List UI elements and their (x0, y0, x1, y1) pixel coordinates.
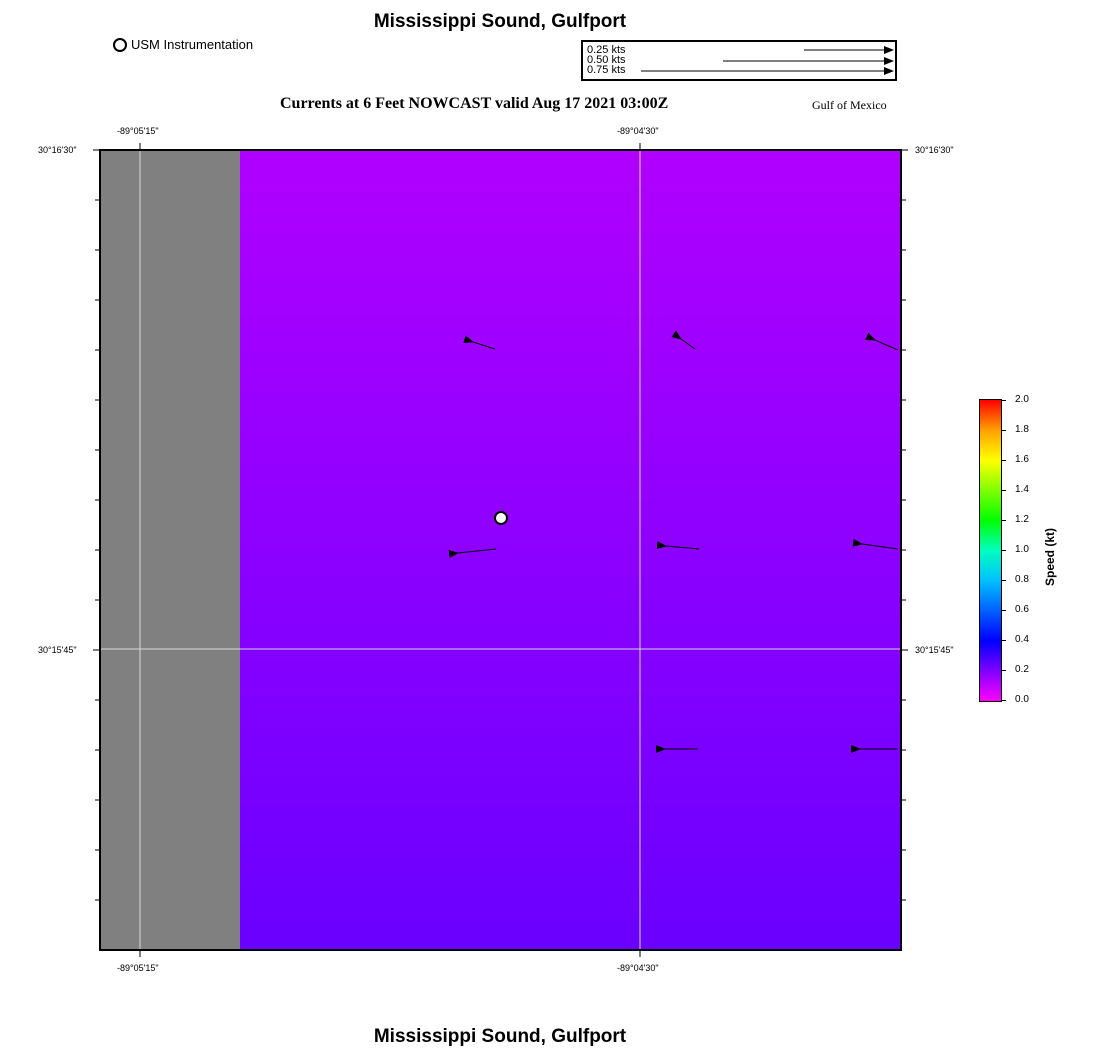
colorbar-tick-label: 1.6 (1015, 454, 1029, 465)
map-canvas (99, 149, 902, 951)
colorbar-tick-label: 0.6 (1015, 604, 1029, 615)
colorbar-tick-label: 2.0 (1015, 394, 1029, 405)
colorbar-tick-label: 0.2 (1015, 664, 1029, 675)
current-vector (671, 330, 696, 350)
colorbar-tick-mark (1001, 640, 1006, 641)
current-vector (865, 332, 899, 351)
current-vector (448, 548, 497, 558)
speed-colorbar (979, 399, 1002, 702)
colorbar-title: Speed (kt) (1043, 528, 1057, 587)
current-vector (656, 541, 700, 550)
colorbar-tick-label: 1.4 (1015, 484, 1029, 495)
usm-station-marker (494, 511, 508, 525)
land-area (100, 150, 240, 950)
frame-ticks (139, 149, 841, 150)
lon-top-label-1: -89°05'15" (117, 126, 159, 136)
usm-legend-label: USM Instrumentation (131, 37, 254, 52)
colorbar-tick-label: 1.8 (1015, 424, 1029, 435)
colorbar-tick-mark (1001, 670, 1006, 671)
lat-left-label-2: 30°15'45" (38, 645, 77, 655)
footer-title: Mississippi Sound, Gulfport (373, 1026, 627, 1047)
colorbar-tick-mark (1001, 700, 1006, 701)
colorbar-tick-label: 1.2 (1015, 514, 1029, 525)
lat-right-label-2: 30°15'45" (915, 645, 954, 655)
colorbar-tick-mark (1001, 520, 1006, 521)
usm-circle-icon (113, 37, 127, 52)
scale-arrows (641, 46, 894, 75)
scale-label-025: 0.25 kts (587, 44, 626, 56)
colorbar-tick-label: 0.8 (1015, 574, 1029, 585)
current-vector (852, 538, 899, 550)
colorbar-tick-mark (1001, 430, 1006, 431)
colorbar-tick-mark (1001, 550, 1006, 551)
current-vector (463, 335, 496, 350)
usm-legend: USM Instrumentation (113, 37, 253, 52)
colorbar-tick-label: 0.0 (1015, 694, 1029, 705)
colorbar-tick-mark (1001, 490, 1006, 491)
scale-label-050: 0.50 kts (587, 54, 626, 66)
current-vectors (448, 330, 899, 753)
colorbar-tick-label: 0.4 (1015, 634, 1029, 645)
lat-right-label-1: 30°16'30" (915, 145, 954, 155)
colorbar-tick-mark (1001, 460, 1006, 461)
lon-bottom-label-2: -89°04'30" (617, 963, 659, 973)
lon-bottom-label-1: -89°05'15" (117, 963, 159, 973)
colorbar-tick-mark (1001, 400, 1006, 401)
map-title: Mississippi Sound, Gulfport (373, 11, 627, 32)
colorbar-tick-mark (1001, 580, 1006, 581)
colorbar-tick-label: 1.0 (1015, 544, 1029, 555)
region-label: Gulf of Mexico (812, 98, 887, 112)
colorbar-tick-mark (1001, 610, 1006, 611)
map-subtitle: Currents at 6 Feet NOWCAST valid Aug 17 … (280, 95, 669, 112)
scale-label-075: 0.75 kts (587, 64, 626, 76)
water-area (240, 150, 901, 950)
map-border (99, 149, 902, 951)
vector-scale-box: 0.25 kts 0.50 kts 0.75 kts (581, 40, 897, 81)
lon-top-label-2: -89°04'30" (617, 126, 659, 136)
lat-left-label-1: 30°16'30" (38, 145, 77, 155)
